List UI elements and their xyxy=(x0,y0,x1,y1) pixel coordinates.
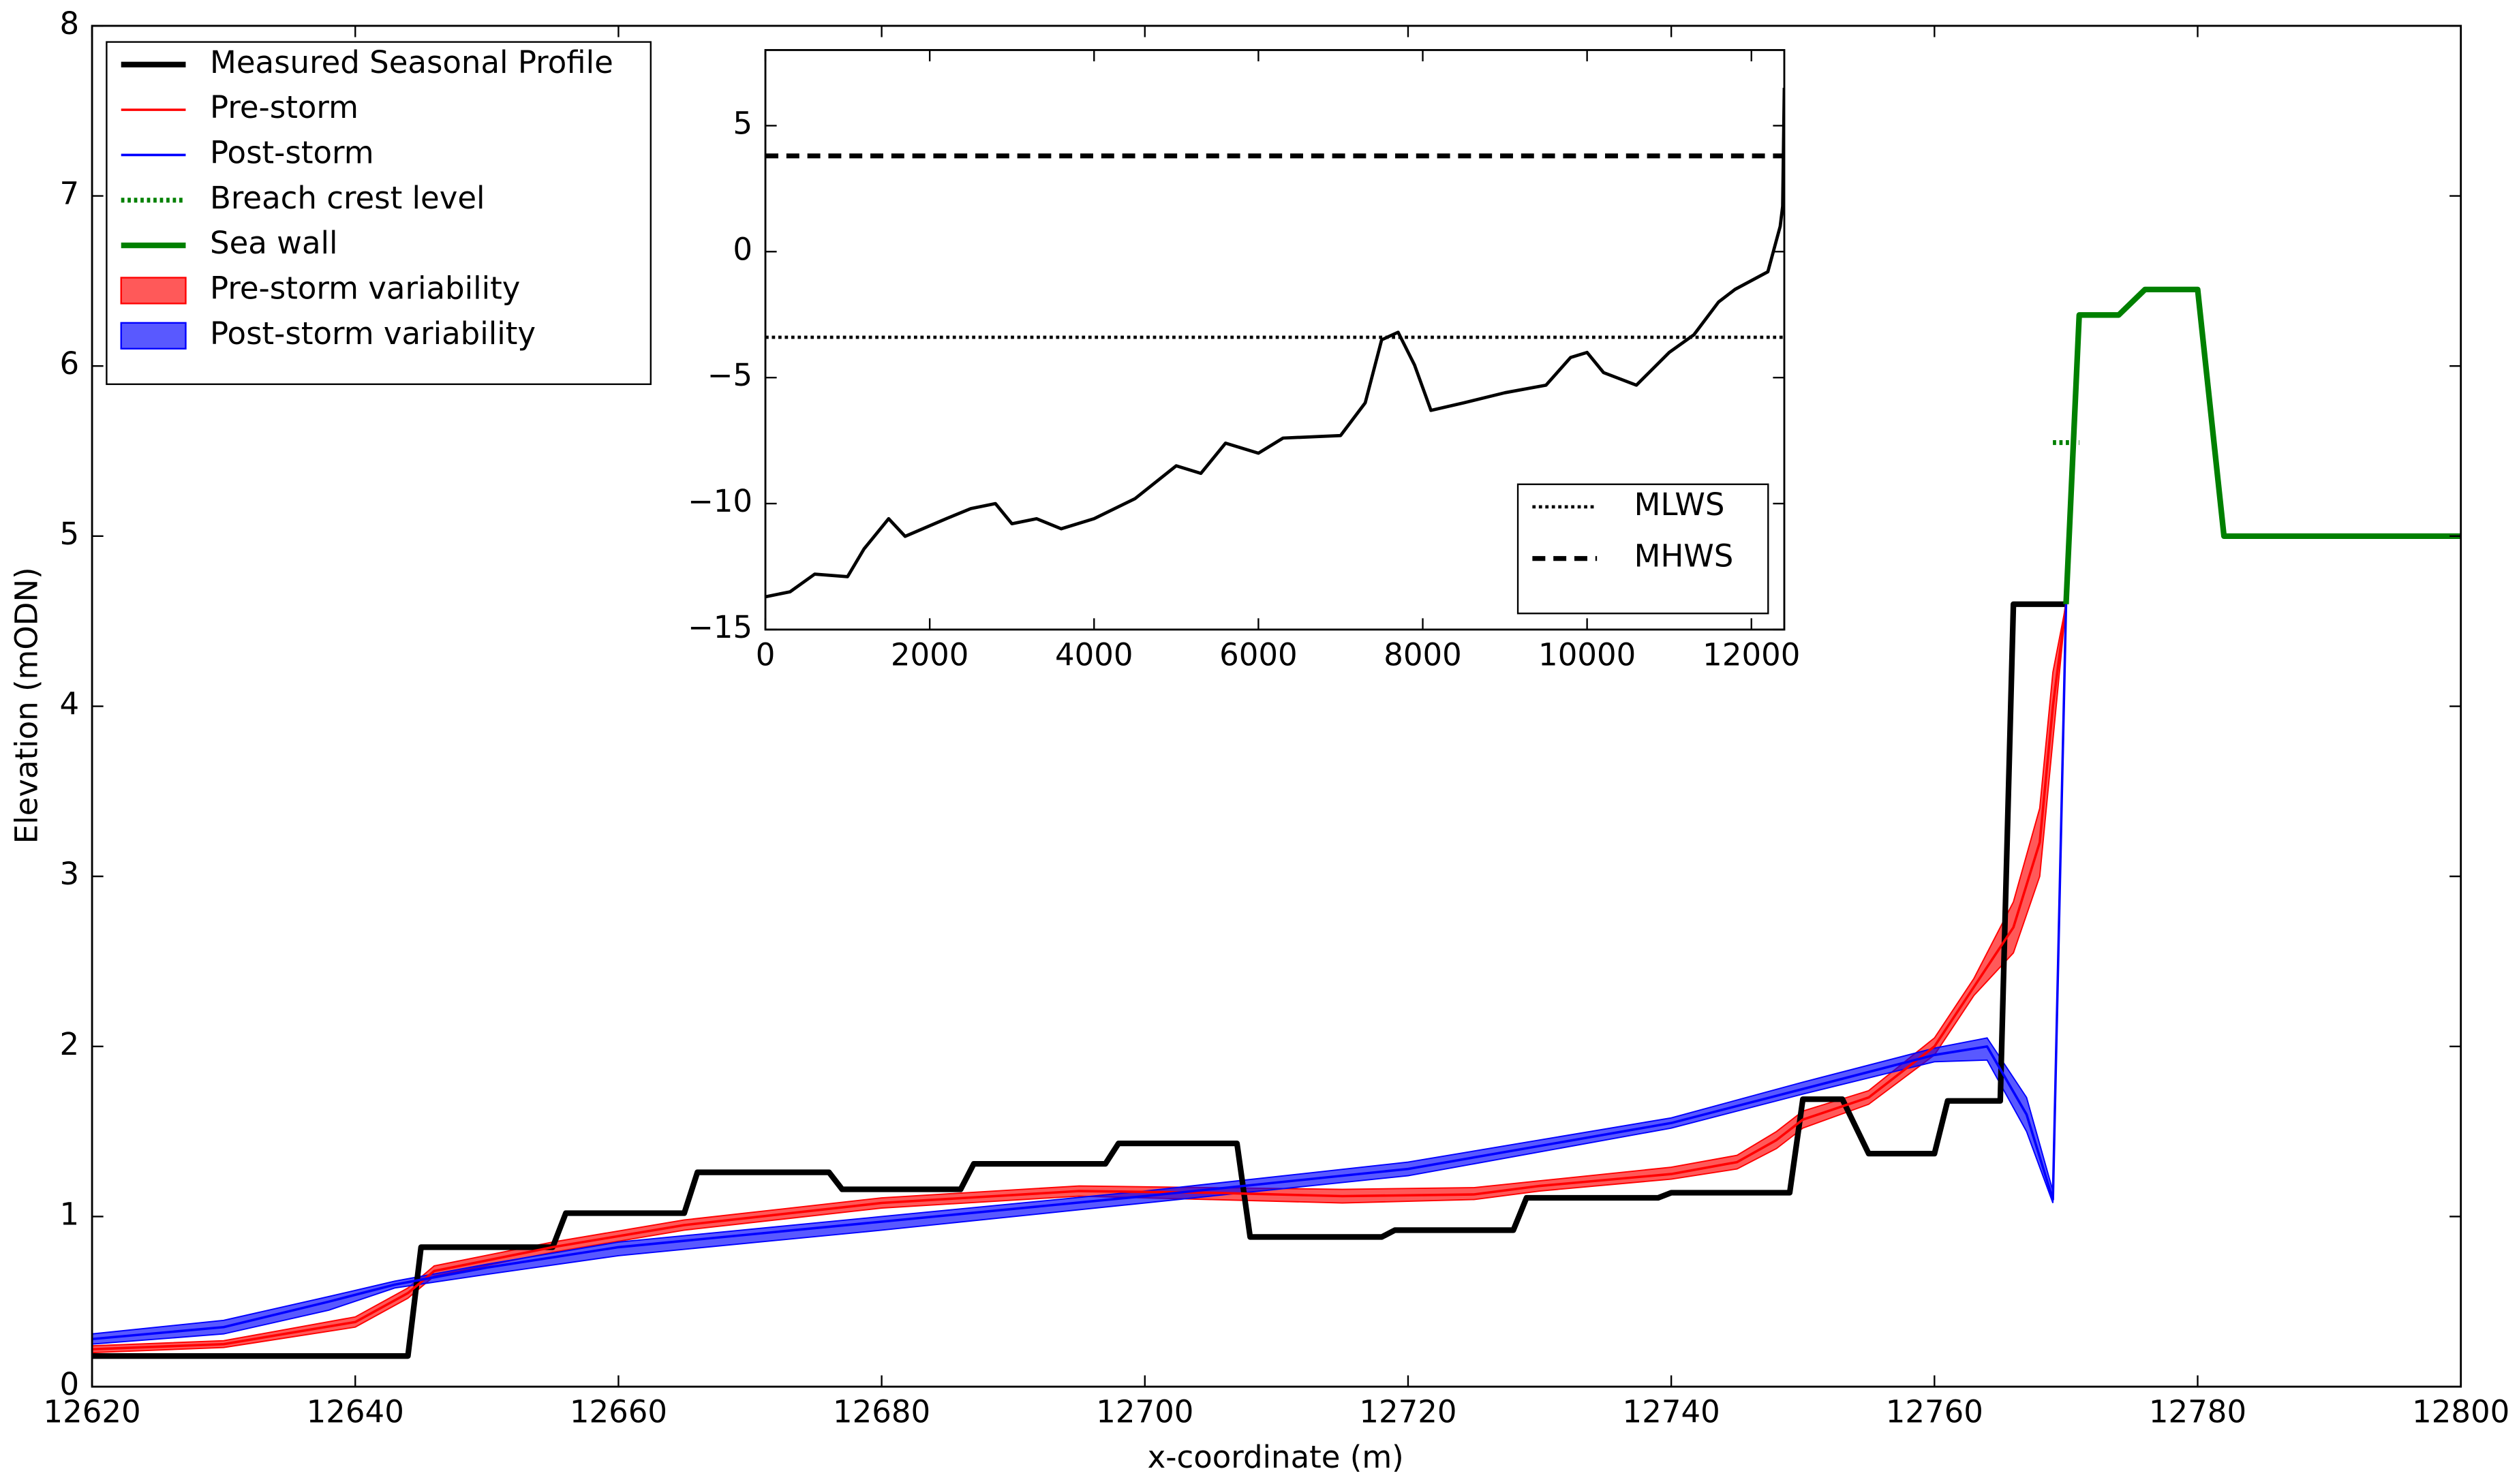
x-tick-label: 12780 xyxy=(2149,1393,2246,1429)
legend-label: Sea wall xyxy=(210,225,338,261)
x-tick-label: 12620 xyxy=(43,1393,140,1429)
y-tick-label: 5 xyxy=(59,516,79,552)
y-tick-label: 8 xyxy=(59,5,79,42)
series-line xyxy=(2063,286,2461,604)
legend-label: Post-storm xyxy=(210,134,374,170)
y-tick-label: 2 xyxy=(59,1026,79,1062)
y-tick-label: 3 xyxy=(59,856,79,892)
y-tick-label: 4 xyxy=(59,686,79,722)
x-axis-label: x-coordinate (m) xyxy=(1148,1439,1404,1475)
x-tick-label: 12640 xyxy=(307,1393,404,1429)
x-tick-label: 12720 xyxy=(1359,1393,1456,1429)
y-tick-label: 7 xyxy=(59,176,79,212)
x-tick-label: 12740 xyxy=(1623,1393,1720,1429)
legend-label: Post-storm variability xyxy=(210,315,536,352)
legend-label: Pre-storm variability xyxy=(210,270,520,306)
y-tick-label: 0 xyxy=(59,1366,79,1402)
variability-band xyxy=(92,604,2067,1354)
y-tick-label: 0 xyxy=(733,231,752,267)
x-tick-label: 12660 xyxy=(570,1393,667,1429)
x-tick-label: 8000 xyxy=(1384,636,1462,673)
legend-swatch xyxy=(120,322,187,350)
legend-label: Measured Seasonal Profile xyxy=(210,44,613,80)
x-tick-label: 12000 xyxy=(1703,636,1800,673)
series-layer xyxy=(765,87,1784,599)
legend-label: MHWS xyxy=(1634,538,1734,574)
y-tick-label: −15 xyxy=(688,609,752,645)
x-tick-label: 12680 xyxy=(833,1393,930,1429)
x-tick-label: 12700 xyxy=(1096,1393,1193,1429)
x-tick-label: 4000 xyxy=(1055,636,1133,673)
x-tick-label: 10000 xyxy=(1538,636,1636,673)
x-tick-label: 0 xyxy=(756,636,776,673)
series-layer xyxy=(92,286,2461,1359)
y-tick-label: 5 xyxy=(733,105,752,141)
x-tick-label: 6000 xyxy=(1219,636,1298,673)
y-tick-label: 6 xyxy=(59,345,79,382)
y-tick-label: −5 xyxy=(707,357,752,393)
x-tick-label: 2000 xyxy=(891,636,969,673)
plot-frame xyxy=(764,49,1786,631)
series-line xyxy=(92,604,2068,1341)
legend-label: Breach crest level xyxy=(210,180,485,216)
legend-swatch xyxy=(120,277,187,305)
y-tick-label: 1 xyxy=(59,1196,79,1232)
x-tick-label: 12800 xyxy=(2412,1393,2509,1429)
series-line xyxy=(92,604,2068,1350)
series-line xyxy=(765,87,1784,599)
x-tick-label: 12760 xyxy=(1886,1393,1983,1429)
plot: 0 2000 4000 6000 8000 10000 12000 −15 −10 −5 0 5 MLW… xyxy=(688,49,1800,673)
legend-box xyxy=(106,41,652,386)
legend-label: MLWS xyxy=(1634,486,1725,523)
y-axis-label: Elevation (mODN) xyxy=(9,567,45,844)
y-tick-label: −10 xyxy=(688,483,752,519)
legend-label: Pre-storm xyxy=(210,89,358,125)
series-line xyxy=(92,601,2066,1359)
